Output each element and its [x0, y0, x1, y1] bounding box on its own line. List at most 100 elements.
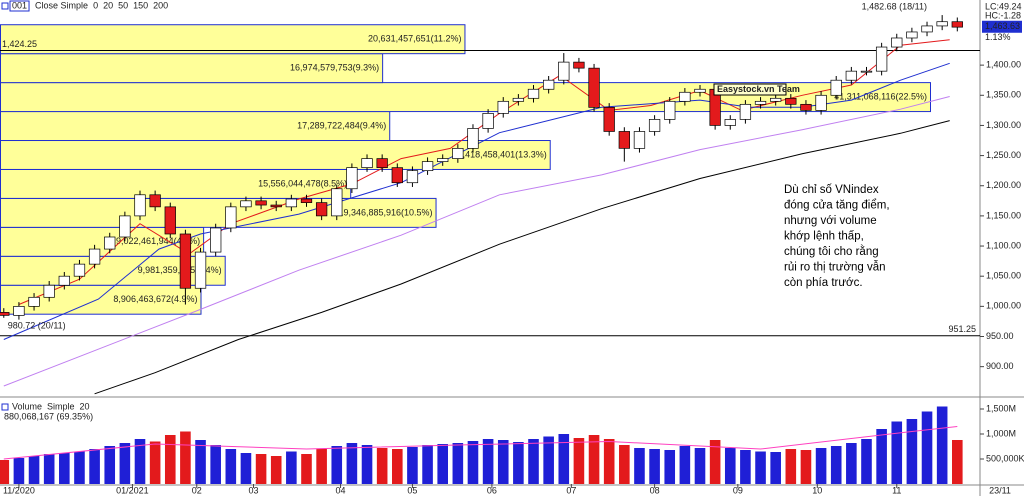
- volume-bar: [891, 421, 903, 484]
- volume-bar: [301, 454, 312, 484]
- volume-profile-label: 24,418,458,401(13.3%): [453, 149, 547, 159]
- legend-text: 150: [133, 0, 148, 10]
- candle-body: [512, 97, 525, 102]
- x-tick-label: 03: [249, 485, 259, 495]
- legend-text: 20: [103, 0, 113, 10]
- volume-bar: [210, 445, 221, 484]
- level-label: 951.25: [948, 324, 976, 334]
- checkbox[interactable]: [1, 2, 9, 10]
- volume-bar: [724, 448, 736, 484]
- candle-body: [618, 131, 630, 149]
- y-tick-label: 1,250.00: [986, 150, 1021, 160]
- candle-body: [906, 31, 918, 39]
- candle-body: [240, 200, 252, 208]
- candle-body: [88, 248, 101, 265]
- candle-body: [739, 103, 752, 120]
- candle-body: [73, 263, 86, 277]
- volume-bar: [149, 441, 161, 484]
- volume-bar: [573, 438, 585, 484]
- comment-line: đóng cửa tăng điểm,: [784, 200, 890, 212]
- comment-line: còn phía trước.: [784, 277, 863, 289]
- volume-bar: [861, 439, 872, 484]
- candle-body: [648, 119, 661, 132]
- volume-bar: [906, 419, 918, 484]
- comment-line: khớp lệnh thấp,: [784, 231, 864, 243]
- volume-bar: [785, 449, 797, 484]
- volume-bar: [815, 448, 827, 484]
- x-tick-label: 10: [812, 485, 822, 495]
- volume-profile-bar: [0, 24, 466, 55]
- y-tick-label: 1,000.00: [986, 301, 1021, 311]
- candle-body: [421, 161, 434, 172]
- volume-bar: [649, 449, 660, 484]
- price-annotation: 980.72 (20/11): [8, 320, 66, 330]
- volume-bar: [74, 451, 85, 484]
- y-tick-label: 1,200.00: [986, 180, 1021, 190]
- legend-text: Simple: [47, 401, 75, 411]
- candle-body: [951, 21, 963, 28]
- candle-body: [376, 158, 388, 168]
- volume-bar: [679, 446, 691, 484]
- comment-line: nhưng với volume: [784, 215, 877, 227]
- x-tick-label: 07: [566, 485, 576, 495]
- x-tick-label: 06: [487, 485, 497, 495]
- candle-body: [664, 100, 676, 120]
- volume-bar: [558, 434, 570, 484]
- volume-bar: [437, 444, 448, 484]
- last-price-label: 1,463.63: [985, 21, 1020, 31]
- volume-last-value: 880,068,167 (69.35%): [4, 411, 93, 421]
- candle-body: [391, 167, 403, 184]
- x-tick-label: 09: [733, 485, 743, 495]
- volume-profile-label: 17,289,722,484(9.4%): [297, 120, 386, 130]
- x-tick-label: 02: [192, 485, 202, 495]
- legend-text: 200: [153, 0, 168, 10]
- legend-text: Close Simple: [35, 0, 88, 10]
- volume-bar: [346, 443, 358, 484]
- note-box: [713, 83, 787, 96]
- candle-body: [633, 131, 646, 149]
- y-tick-label: 1,400.00: [986, 60, 1021, 70]
- volume-bar: [104, 446, 116, 484]
- comment-line: rủi ro thị trường vẫn: [784, 261, 886, 274]
- level-label: 1,424.25: [2, 39, 37, 49]
- candle-body: [164, 206, 176, 235]
- comment-line: Dù chỉ số VNindex: [784, 184, 879, 196]
- candle-body: [588, 67, 600, 108]
- candle-body: [754, 100, 767, 105]
- volume-bar: [921, 411, 933, 484]
- volume-profile-label: 15,556,044,478(8.5%): [258, 178, 347, 188]
- candle-body: [482, 113, 494, 129]
- y-tick-label: 1,100.00: [986, 240, 1021, 250]
- candle-body: [346, 167, 358, 190]
- candle-body: [331, 188, 343, 217]
- candle-body: [285, 198, 297, 208]
- y-tick-label: 1,500M: [986, 403, 1016, 413]
- volume-profile-label: 19,346,885,916(10.5%): [338, 207, 432, 217]
- candle-body: [830, 79, 842, 96]
- moving-average: [3, 62, 950, 340]
- candle-body: [467, 128, 479, 149]
- candle-body: [845, 70, 857, 81]
- legend-text: Volume: [12, 401, 42, 411]
- volume-average: [3, 426, 958, 460]
- comment-line: chúng tôi cho rằng: [784, 245, 879, 258]
- candle-body: [179, 233, 192, 289]
- x-tick-label: 08: [650, 485, 660, 495]
- volume-bar: [830, 446, 842, 484]
- volume-bar: [376, 448, 388, 484]
- candle-body: [921, 25, 933, 33]
- legend-text: 001: [12, 0, 27, 10]
- checkbox[interactable]: [1, 403, 9, 411]
- candle-body: [875, 46, 888, 72]
- candle-body: [104, 236, 116, 250]
- volume-profile-label: 8,906,463,672(4.9%): [113, 294, 197, 304]
- candle-body: [527, 88, 540, 99]
- candle-body: [815, 94, 827, 111]
- volume-bar: [603, 439, 615, 484]
- y-tick-label: 950.00: [986, 331, 1014, 341]
- volume-bar: [331, 446, 343, 484]
- volume-profile-label: 9,981,359,835(5.4%): [138, 265, 222, 275]
- price-annotation: 1,482.68 (18/11): [862, 2, 927, 12]
- volume-bar: [952, 439, 963, 484]
- y-tick-label: 1,000M: [986, 428, 1016, 438]
